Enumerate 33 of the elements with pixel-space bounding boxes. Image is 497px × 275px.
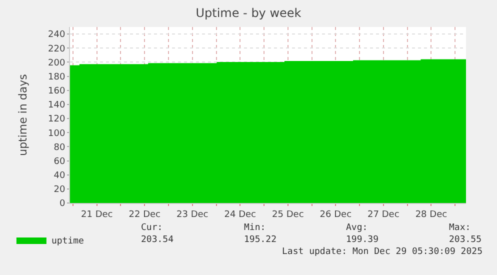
y-tick-label: 100 — [48, 128, 66, 139]
y-tick-label: 0 — [59, 199, 66, 210]
y-tick-label: 80 — [54, 142, 66, 153]
text: Avg: — [346, 223, 368, 233]
x-tick-label: 25 Dec — [272, 210, 304, 220]
y-tick-label: 240 — [48, 30, 66, 40]
y-tick-label: 200 — [48, 58, 66, 68]
y-tick-label: 220 — [48, 44, 66, 54]
x-tick-label: 22 Dec — [128, 210, 161, 220]
chart-title: Uptime - by week — [196, 6, 302, 20]
text: 199.39 — [346, 235, 379, 245]
text: 203.55 — [449, 235, 482, 245]
x-tick-label: 23 Dec — [176, 210, 208, 220]
text: Min: — [244, 223, 266, 233]
y-tick-label: 180 — [48, 72, 66, 82]
x-tick-label: 24 Dec — [224, 210, 256, 220]
legend-label: uptime — [51, 236, 84, 247]
y-axis-title: uptime in days — [16, 74, 30, 156]
y-tick-label: 60 — [54, 156, 66, 167]
y-tick-label: 20 — [54, 185, 66, 196]
y-tick-label: 140 — [48, 100, 66, 111]
x-tick-label: 28 Dec — [415, 210, 448, 220]
text: Cur: — [141, 223, 163, 233]
text: Last update: Mon Dec 29 05:30:09 2025 — [282, 247, 482, 257]
y-tick-label: 160 — [48, 86, 66, 97]
x-tick-label: 21 Dec — [80, 210, 113, 220]
y-tick-label: 40 — [54, 170, 66, 181]
y-tick-label: 120 — [48, 114, 66, 125]
text: 203.54 — [141, 235, 174, 245]
x-tick-label: 27 Dec — [368, 210, 400, 220]
text: 195.22 — [244, 235, 277, 245]
x-tick-label: 26 Dec — [320, 210, 352, 220]
text: Max: — [449, 223, 471, 233]
